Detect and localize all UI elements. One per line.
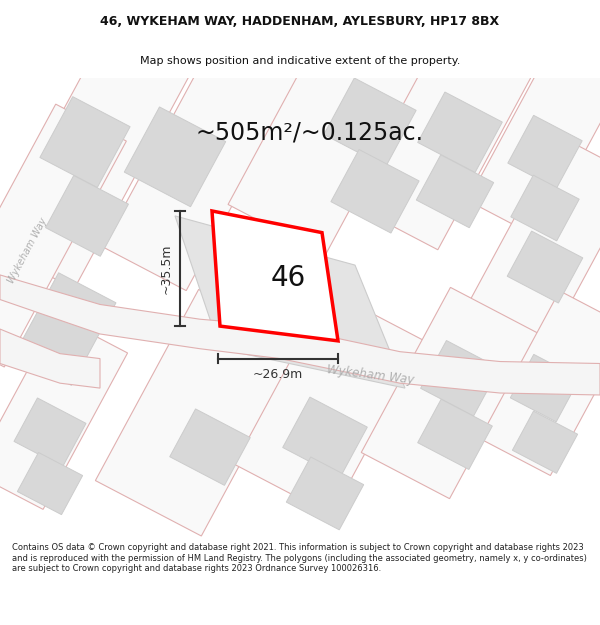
Text: Wykeham Way: Wykeham Way <box>326 364 415 387</box>
Polygon shape <box>40 97 130 188</box>
Polygon shape <box>235 291 425 515</box>
Polygon shape <box>421 341 499 416</box>
Polygon shape <box>0 316 128 509</box>
Polygon shape <box>442 136 600 394</box>
Polygon shape <box>480 291 600 476</box>
Polygon shape <box>170 409 250 486</box>
Text: Wykeham Way: Wykeham Way <box>7 216 49 285</box>
Polygon shape <box>361 288 539 499</box>
Polygon shape <box>0 104 127 367</box>
Polygon shape <box>324 78 416 167</box>
Polygon shape <box>331 149 419 233</box>
Polygon shape <box>286 457 364 530</box>
Polygon shape <box>418 399 493 469</box>
Polygon shape <box>14 272 116 386</box>
Text: 46: 46 <box>271 264 305 292</box>
Polygon shape <box>418 92 502 172</box>
Polygon shape <box>17 452 83 514</box>
Text: ~505m²/~0.125ac.: ~505m²/~0.125ac. <box>196 120 424 144</box>
Text: Contains OS data © Crown copyright and database right 2021. This information is : Contains OS data © Crown copyright and d… <box>12 544 587 573</box>
Text: 46, WYKEHAM WAY, HADDENHAM, AYLESBURY, HP17 8BX: 46, WYKEHAM WAY, HADDENHAM, AYLESBURY, H… <box>100 16 500 28</box>
Polygon shape <box>416 155 494 228</box>
Polygon shape <box>507 231 583 303</box>
Polygon shape <box>14 398 86 467</box>
Text: ~35.5m: ~35.5m <box>160 243 173 294</box>
Polygon shape <box>511 175 579 241</box>
Polygon shape <box>0 329 100 388</box>
Polygon shape <box>46 176 128 256</box>
Polygon shape <box>103 3 317 291</box>
Polygon shape <box>124 107 226 207</box>
Polygon shape <box>283 397 367 478</box>
Polygon shape <box>0 0 220 289</box>
Polygon shape <box>175 216 405 388</box>
Polygon shape <box>0 275 600 395</box>
Polygon shape <box>228 0 452 255</box>
Polygon shape <box>350 0 550 250</box>
Polygon shape <box>512 411 578 473</box>
Polygon shape <box>508 116 582 189</box>
Polygon shape <box>468 27 600 238</box>
Polygon shape <box>212 211 338 341</box>
Text: ~26.9m: ~26.9m <box>253 368 303 381</box>
Polygon shape <box>511 354 580 422</box>
Text: Map shows position and indicative extent of the property.: Map shows position and indicative extent… <box>140 56 460 66</box>
Polygon shape <box>95 289 305 536</box>
